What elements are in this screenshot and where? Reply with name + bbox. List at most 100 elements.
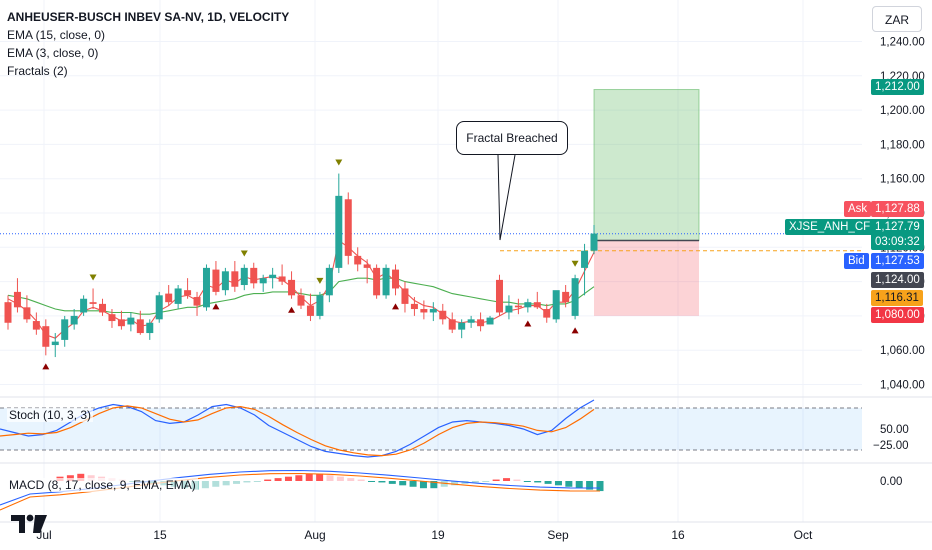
macd-histogram-bar <box>596 481 604 492</box>
candle-body <box>51 341 59 346</box>
candle-body <box>89 302 97 304</box>
candle-body <box>467 319 475 323</box>
macd-histogram-bar <box>575 481 583 489</box>
stoch-k-line <box>0 399 595 458</box>
candle-body <box>288 279 296 296</box>
fractal-up-marker <box>240 250 248 257</box>
candle-body <box>278 276 286 282</box>
tradingview-logo[interactable] <box>11 511 49 535</box>
fractal-callout: Fractal Breached <box>456 121 568 155</box>
bid-label: Bid <box>844 253 869 269</box>
macd-histogram-bar <box>554 481 562 486</box>
candle-body <box>373 267 381 296</box>
macd-histogram-bar <box>523 481 531 482</box>
macd-histogram-bar <box>357 479 365 481</box>
fractal-down-marker <box>288 306 296 313</box>
target-price-tag: 1,212.00 <box>871 79 924 95</box>
candle-body <box>410 303 418 310</box>
candle-body <box>505 305 513 313</box>
candle-body <box>335 195 343 268</box>
macd-histogram-bar <box>284 476 292 481</box>
macd-histogram-bar <box>264 479 272 481</box>
x-tick-label: 19 <box>431 528 445 542</box>
candle-body <box>581 250 589 268</box>
stoch-label[interactable]: Stoch (10, 3, 3) <box>7 408 94 422</box>
candle-body <box>184 290 192 296</box>
candle-body <box>13 291 21 308</box>
countdown-tag: 03:09:32 <box>871 234 924 250</box>
macd-histogram-bar <box>503 478 511 481</box>
candle-body <box>193 297 201 306</box>
callout-pointer <box>497 154 516 241</box>
candle-body <box>420 309 428 313</box>
candle-body <box>269 274 277 279</box>
profit-zone <box>593 89 700 241</box>
macd-histogram-bar <box>419 481 427 489</box>
macd-label[interactable]: MACD (8, 17, close, 9, EMA, EMA) <box>7 478 198 492</box>
fractal-up-marker <box>335 159 343 166</box>
macd-histogram-bar <box>544 481 552 484</box>
candle-body <box>514 305 522 308</box>
entry-price-tag: 1,124.00 <box>871 272 924 288</box>
y-tick-label: 1,180.00 <box>880 139 925 151</box>
candle-body <box>325 267 333 296</box>
stoch-tick-label: 50.00 <box>880 424 909 436</box>
candle-body <box>127 317 135 325</box>
candle-body <box>552 290 560 320</box>
fractal-up-marker <box>89 274 97 281</box>
macd-histogram-bar <box>326 475 334 481</box>
macd-histogram-bar <box>201 481 209 489</box>
candle-body <box>363 264 371 268</box>
ask-label: Ask <box>844 201 872 217</box>
candle-body <box>590 233 598 251</box>
candle-body <box>61 319 69 340</box>
candle-body <box>80 298 88 313</box>
candle-body <box>240 267 248 286</box>
fractal-down-marker <box>392 303 400 310</box>
indicator-ema15[interactable]: EMA (15, close, 0) <box>7 28 106 42</box>
macd-histogram-bar <box>586 481 594 490</box>
macd-tick-label: 0.00 <box>880 476 902 488</box>
candle-body <box>439 310 447 320</box>
candle-body <box>477 319 485 327</box>
macd-histogram-bar <box>274 478 282 481</box>
chart-title: ANHEUSER-BUSCH INBEV SA-NV, 1D, VELOCITY <box>7 10 290 24</box>
candle-body <box>212 269 220 292</box>
candle-body <box>316 295 324 316</box>
macd-histogram-bar <box>316 473 324 481</box>
candle-body <box>32 321 40 330</box>
bid-price-tag: 1,127.53 <box>871 253 924 269</box>
y-tick-label: 1,160.00 <box>880 174 925 186</box>
candle-body <box>495 279 503 313</box>
candle-body <box>117 319 125 327</box>
fractal-down-marker <box>571 327 579 334</box>
candle-body <box>221 271 229 291</box>
x-tick-label: Aug <box>304 528 325 542</box>
macd-histogram-bar <box>233 481 241 484</box>
indicator-fractals[interactable]: Fractals (2) <box>7 64 68 78</box>
candle-body <box>429 309 437 313</box>
candle-body <box>458 322 466 330</box>
indicator-ema3[interactable]: EMA (3, close, 0) <box>7 46 99 60</box>
macd-tick-label-low: −25.00 <box>873 440 909 452</box>
macd-histogram-bar <box>399 481 407 486</box>
candle-body <box>23 307 31 320</box>
ask-price-tag: 1,127.88 <box>871 201 924 217</box>
last-price-tag: 1,127.79 <box>871 219 924 235</box>
loss-zone <box>594 240 699 316</box>
macd-histogram-bar <box>77 473 85 481</box>
macd-histogram-bar <box>534 481 542 483</box>
macd-histogram-bar <box>430 481 438 489</box>
candle-body <box>70 315 78 325</box>
candle-body <box>136 319 144 334</box>
candle-body <box>155 295 163 320</box>
macd-histogram-bar <box>440 481 448 487</box>
symbol-tag: XJSE_ANH_CFD <box>785 219 883 235</box>
currency-button[interactable]: ZAR <box>872 6 922 32</box>
candle-body <box>344 199 352 256</box>
chart-legend: ANHEUSER-BUSCH INBEV SA-NV, 1D, VELOCITY… <box>7 8 289 80</box>
candle-body <box>382 267 390 296</box>
candle-body <box>486 317 494 325</box>
candle-body <box>202 267 210 308</box>
